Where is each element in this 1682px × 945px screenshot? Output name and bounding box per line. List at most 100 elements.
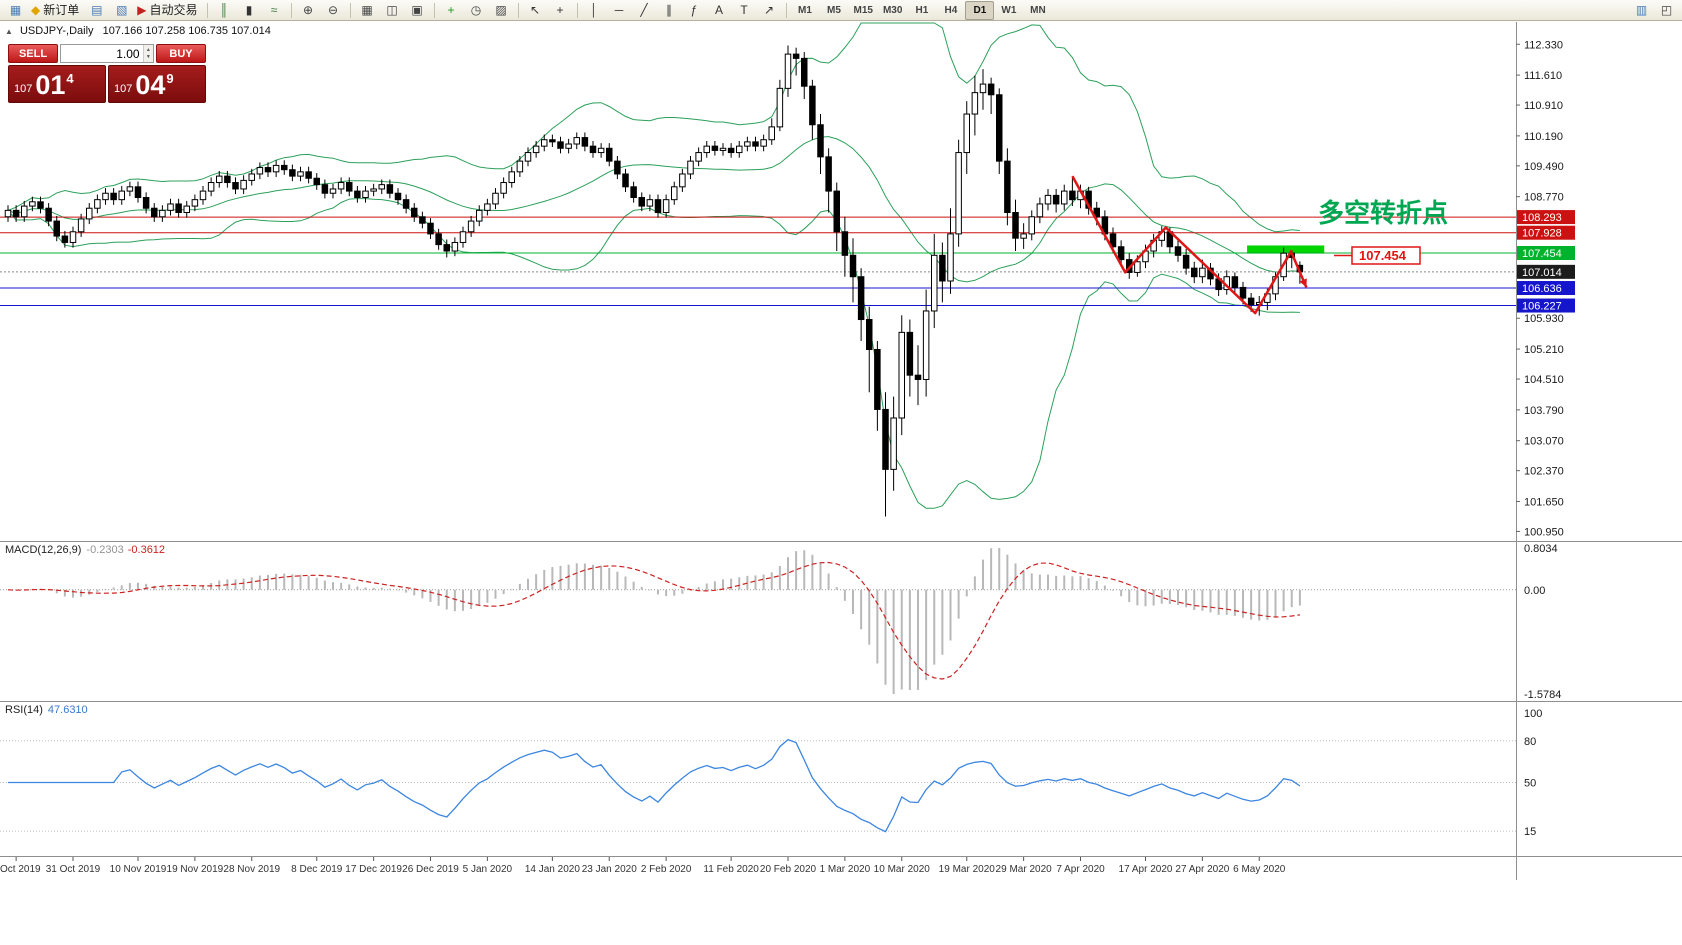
timeframe-m15[interactable]: M15 xyxy=(853,4,873,16)
label-icon: T xyxy=(740,2,748,17)
macd-panel xyxy=(0,548,1516,694)
y-axis-label: 105.930 xyxy=(1524,313,1564,325)
timeframe-h4[interactable]: H4 xyxy=(944,4,958,16)
volume-input[interactable] xyxy=(61,45,143,62)
label-icon[interactable]: T xyxy=(732,1,757,20)
annotation-text[interactable]: 多空转折点 xyxy=(1318,198,1448,228)
data-window-icon[interactable]: ▥ xyxy=(1629,1,1654,20)
volume-down-icon[interactable]: ▼ xyxy=(145,53,151,60)
arrows-icon[interactable]: ↗ xyxy=(757,1,782,20)
y-axis-label: 112.330 xyxy=(1524,39,1563,51)
y-axis-label: 102.370 xyxy=(1524,466,1564,478)
volume-box: ▲ ▼ xyxy=(60,44,154,63)
zoom-in-icon: ⊕ xyxy=(302,2,314,17)
zoom-in-icon[interactable]: ⊕ xyxy=(296,1,321,20)
x-axis-label: 5 Jan 2020 xyxy=(463,864,513,875)
bar-chart-icon: ║ xyxy=(219,2,229,17)
collapse-arrow-icon[interactable]: ▲ xyxy=(5,27,13,36)
bar-chart-icon[interactable]: ║ xyxy=(212,1,237,20)
x-axis-label: 2 Oct 2019 xyxy=(0,864,41,875)
timeframe-w1[interactable]: W1 xyxy=(1001,4,1017,16)
sell-price-big: 01 xyxy=(35,70,66,100)
timeframe-mn[interactable]: MN xyxy=(1030,4,1046,16)
y-axis-label: 110.190 xyxy=(1524,131,1563,143)
timeframe-m5[interactable]: M5 xyxy=(827,4,841,16)
market-watch-icon[interactable]: ▤ xyxy=(84,1,109,20)
horizontal-line-icon[interactable]: ─ xyxy=(607,1,632,20)
new-chart-icon[interactable]: ▦ xyxy=(3,1,28,20)
x-axis-label: 8 Dec 2019 xyxy=(291,864,343,875)
price-tag-text: 106.227 xyxy=(1522,301,1562,313)
timeframe-m1[interactable]: M1 xyxy=(798,4,812,16)
templates-icon: ▨ xyxy=(495,2,507,17)
new-order-button[interactable]: ◆ 新订单 xyxy=(28,1,84,20)
autotrading-button[interactable]: ▶ 自动交易 xyxy=(134,1,202,20)
candlestick-chart-icon[interactable]: ▮ xyxy=(237,1,262,20)
vertical-line-icon[interactable]: │ xyxy=(582,1,607,20)
sell-price-panel[interactable]: 107 01 4 xyxy=(8,65,106,103)
y-axis-label: 103.070 xyxy=(1524,436,1564,448)
x-axis-label: 17 Apr 2020 xyxy=(1119,864,1173,875)
buy-price-panel[interactable]: 107 04 9 xyxy=(108,65,206,103)
vertical-line-icon: │ xyxy=(590,2,598,17)
x-axis-label: 2 Feb 2020 xyxy=(641,864,692,875)
periods-icon[interactable]: ◷ xyxy=(464,1,489,20)
autotrading-button-label: 自动交易 xyxy=(149,2,198,17)
templates-icon[interactable]: ▨ xyxy=(489,1,514,20)
fullscreen-icon[interactable]: ◰ xyxy=(1654,1,1679,20)
candles xyxy=(4,45,1304,517)
buy-price-big: 04 xyxy=(135,70,166,100)
buy-button[interactable]: BUY xyxy=(156,44,206,63)
zigzag-drawing[interactable] xyxy=(1071,175,1293,315)
toolbar-separator xyxy=(433,2,435,18)
price-tag xyxy=(1517,264,1575,279)
rsi-axis-label: 15 xyxy=(1524,826,1536,838)
toolbar-separator xyxy=(349,2,351,18)
x-axis-label: 14 Jan 2020 xyxy=(525,864,580,875)
channel-icon[interactable]: ∥ xyxy=(657,1,682,20)
timeframe-d1[interactable]: D1 xyxy=(965,0,995,20)
line-chart-icon[interactable]: ≈ xyxy=(262,1,287,20)
autotrading-icon: ▶ xyxy=(137,2,147,17)
price-tag xyxy=(1517,246,1575,261)
cascade-windows-icon[interactable]: ▣ xyxy=(405,1,430,20)
zoom-out-icon[interactable]: ⊖ xyxy=(321,1,346,20)
text-icon: A xyxy=(714,2,723,17)
fullscreen-icon: ◰ xyxy=(1660,2,1673,17)
line-chart-icon: ≈ xyxy=(270,2,278,17)
fibonacci-icon[interactable]: ƒ xyxy=(682,1,707,20)
candlestick-chart-icon: ▮ xyxy=(245,2,253,17)
x-axis-label: 19 Mar 2020 xyxy=(939,864,996,875)
timeframe-h1[interactable]: H1 xyxy=(915,4,929,16)
new-order-icon: ◆ xyxy=(31,2,41,17)
arrows-icon: ↗ xyxy=(763,2,775,17)
price-axis[interactable]: 112.330 111.610 110.910 110.190 109.490 108.7… xyxy=(1516,22,1575,880)
trendline-icon[interactable]: ╱ xyxy=(632,1,657,20)
volume-spinner: ▲ ▼ xyxy=(142,45,153,62)
rsi-line xyxy=(8,738,1301,833)
market-watch-icon: ▤ xyxy=(91,2,103,17)
sell-button[interactable]: SELL xyxy=(8,44,58,63)
cursor-icon[interactable]: ↖ xyxy=(523,1,548,20)
y-axis-label: 108.770 xyxy=(1524,192,1564,204)
y-axis-label: 101.650 xyxy=(1524,496,1564,508)
symbol-ohlc-label: ▲ USDJPY-,Daily 107.166 107.258 106.735 … xyxy=(5,25,271,37)
price-callout[interactable]: 107.454 xyxy=(1334,246,1421,265)
tile-windows-icon[interactable]: ▦ xyxy=(355,1,380,20)
price-callout-text: 107.454 xyxy=(1359,248,1407,263)
crosshair-icon: + xyxy=(556,2,564,17)
crosshair-icon[interactable]: + xyxy=(548,1,573,20)
trend-arrow[interactable] xyxy=(1290,252,1308,288)
navigator-icon[interactable]: ▧ xyxy=(109,1,134,20)
y-axis-label: 105.210 xyxy=(1524,344,1564,356)
volume-up-icon[interactable]: ▲ xyxy=(145,46,151,53)
timeframe-m30[interactable]: M30 xyxy=(882,4,903,16)
indicators-icon[interactable]: + xyxy=(439,1,464,20)
arrange-windows-icon[interactable]: ◫ xyxy=(380,1,405,20)
highlight-rectangle[interactable] xyxy=(1247,245,1325,254)
text-icon[interactable]: A xyxy=(707,1,732,20)
